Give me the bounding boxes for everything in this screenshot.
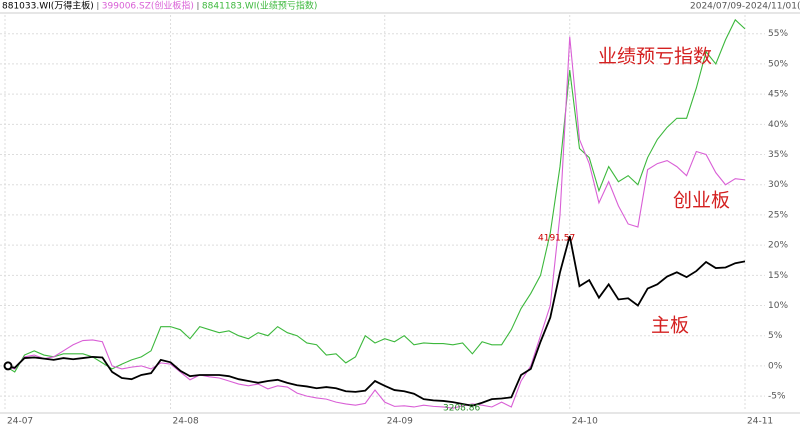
legend-entry: 8841183.WI(业绩预亏指数) (202, 0, 318, 12)
y-tick-label: 45% (768, 90, 788, 100)
x-tick-label: 24-10 (572, 417, 598, 427)
series-line (4, 235, 746, 407)
x-tick-label: 24-07 (7, 417, 33, 427)
low-label: 3208.86 (443, 404, 480, 414)
x-tick-label: 24-11 (747, 417, 773, 427)
series-label: 主板 (651, 315, 689, 337)
y-tick-label: 10% (768, 301, 788, 311)
y-tick-label: 30% (768, 180, 788, 190)
y-tick-label: 35% (768, 150, 788, 160)
peak-label: 4191.57 (538, 234, 575, 244)
y-tick-label: 5% (768, 331, 783, 341)
y-tick-label: 0% (768, 361, 783, 371)
y-tick-label: 25% (768, 210, 788, 220)
x-tick-label: 24-08 (173, 417, 199, 427)
y-tick-label: -5% (768, 392, 786, 402)
series-line (4, 36, 746, 409)
y-tick-label: 50% (768, 59, 788, 69)
x-tick-label: 24-09 (387, 417, 413, 427)
start-marker (3, 361, 13, 371)
y-tick-label: 15% (768, 271, 788, 281)
y-tick-label: 20% (768, 241, 788, 251)
series-label: 业绩预亏指数 (598, 46, 712, 68)
legend-entry: 881033.WI(万得主板) (2, 0, 94, 12)
series-label: 创业板 (673, 190, 730, 212)
legend-entry: 399006.SZ(创业板指) (102, 0, 194, 12)
y-tick-label: 55% (768, 29, 788, 39)
series-line (4, 18, 746, 373)
date-range: 2024/07/09-2024/11/01(77日) (690, 1, 800, 12)
y-tick-label: 40% (768, 120, 788, 130)
